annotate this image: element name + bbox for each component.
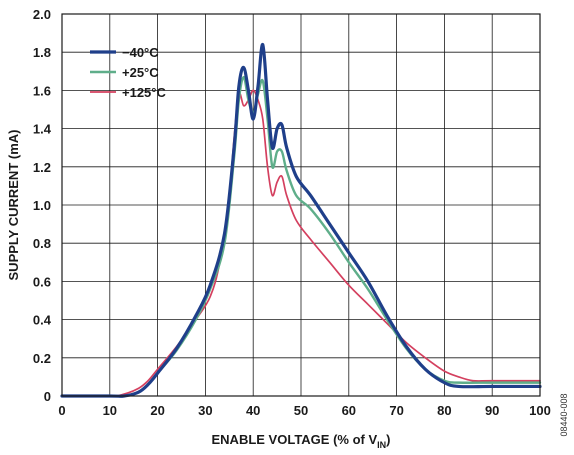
x-tick-label: 100 <box>529 403 551 418</box>
x-axis-title-main: ENABLE VOLTAGE (% of V <box>212 432 378 447</box>
y-tick-label: 1.0 <box>33 198 51 213</box>
x-tick-label: 90 <box>485 403 499 418</box>
legend-label-1: +25°C <box>122 65 159 80</box>
y-tick-label: 0.2 <box>33 351 51 366</box>
x-tick-label: 70 <box>389 403 403 418</box>
x-tick-label: 10 <box>103 403 117 418</box>
y-tick-label: 1.6 <box>33 83 51 98</box>
y-tick-label: 0 <box>44 389 51 404</box>
x-axis-title-subscript: IN <box>377 440 386 450</box>
x-axis-title-end: ) <box>386 432 390 447</box>
x-tick-label: 60 <box>342 403 356 418</box>
x-axis-title: ENABLE VOLTAGE (% of VIN) <box>212 432 391 450</box>
y-tick-label: 1.8 <box>33 45 51 60</box>
y-tick-label: 2.0 <box>33 7 51 22</box>
x-tick-label: 30 <box>198 403 212 418</box>
tick-labels: 0 10 20 30 40 50 60 70 80 90 100 0 0.2 0.4 0.6 0.8 1.0 1.… <box>33 7 551 418</box>
legend-label-0: −40°C <box>122 45 159 60</box>
x-tick-label: 80 <box>437 403 451 418</box>
y-tick-label: 1.4 <box>33 122 52 137</box>
grid <box>62 14 540 396</box>
y-axis-title: SUPPLY CURRENT (mA) <box>6 130 21 281</box>
y-tick-label: 0.8 <box>33 236 51 251</box>
series-layer <box>60 42 542 398</box>
x-tick-label: 20 <box>150 403 164 418</box>
series-line-0 <box>60 42 542 398</box>
plot-frame <box>61 13 541 397</box>
x-tick-label: 0 <box>58 403 65 418</box>
y-tick-label: 1.2 <box>33 160 51 175</box>
legend: −40°C +25°C +125°C <box>90 45 166 100</box>
x-tick-label: 50 <box>294 403 308 418</box>
figure-id: 08440-008 <box>559 393 569 436</box>
x-tick-label: 40 <box>246 403 260 418</box>
legend-label-2: +125°C <box>122 85 166 100</box>
y-tick-label: 0.4 <box>33 313 52 328</box>
y-tick-label: 0.6 <box>33 274 51 289</box>
